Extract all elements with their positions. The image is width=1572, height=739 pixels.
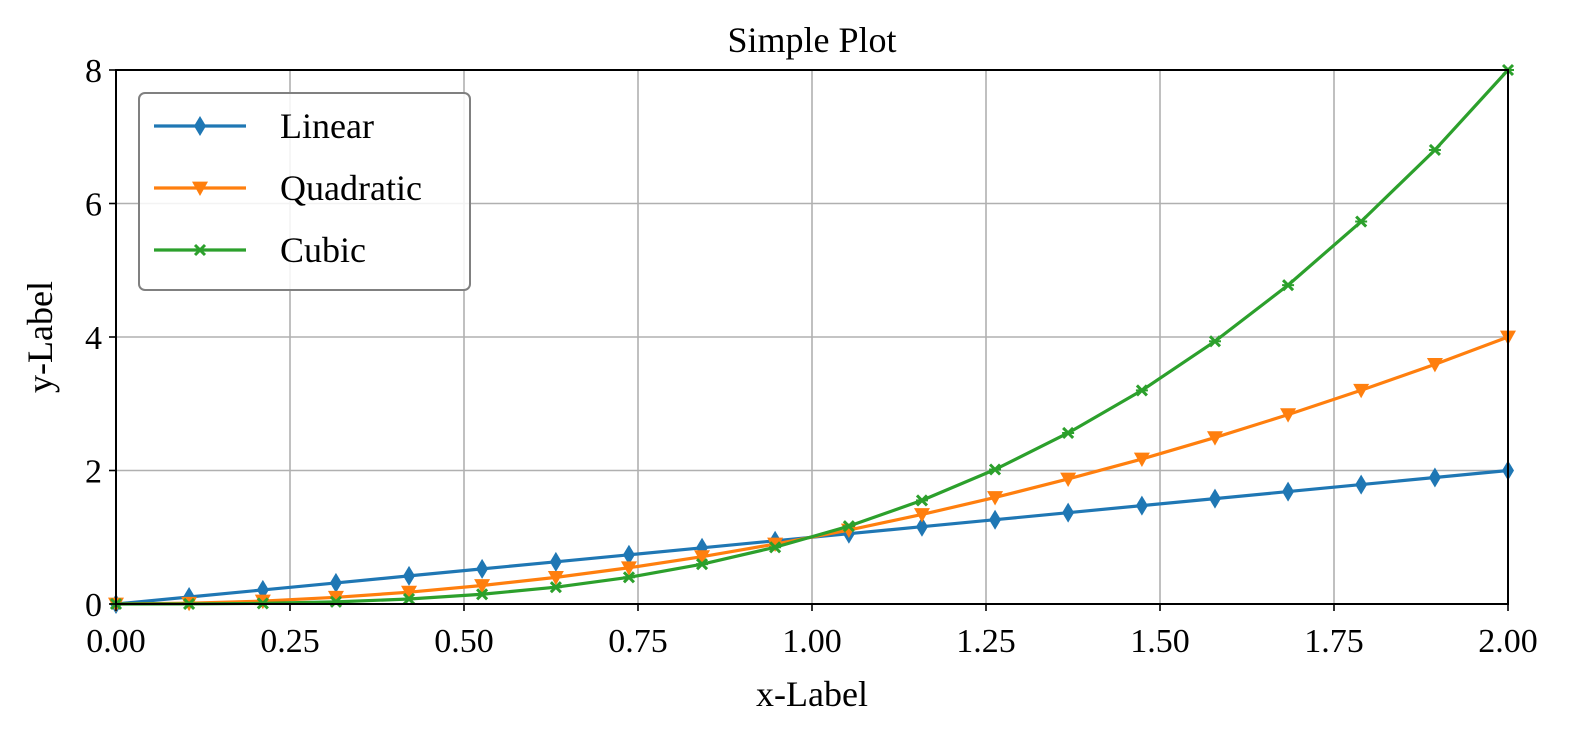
data-point-linear	[1282, 481, 1295, 502]
data-point-cubic	[549, 581, 562, 594]
data-point-cubic	[695, 558, 709, 571]
data-point-cubic	[329, 595, 342, 608]
legend-label: Linear	[280, 106, 374, 146]
data-point-quadratic	[913, 508, 930, 523]
data-point-cubic	[769, 541, 782, 554]
x-tick-label: 0.50	[434, 623, 494, 660]
x-tick-label: 0.75	[608, 623, 668, 660]
data-point-quadratic	[327, 590, 344, 606]
data-point-quadratic	[1060, 472, 1077, 487]
data-point-linear	[549, 551, 562, 572]
x-tick-label: 1.25	[956, 623, 1016, 660]
legend-marker	[192, 181, 208, 196]
data-point-linear	[329, 572, 342, 593]
data-point-cubic	[1282, 279, 1295, 292]
series-layer	[108, 63, 1516, 614]
legend-frame	[138, 92, 471, 291]
data-point-linear	[915, 516, 928, 537]
data-point-quadratic	[767, 537, 784, 553]
y-axis-label: y-Label	[20, 281, 60, 393]
data-point-quadratic	[1133, 452, 1150, 468]
legend-label: Cubic	[280, 230, 366, 270]
legend-entry-quadratic: Quadratic	[154, 168, 422, 208]
legend-entry-linear: Linear	[154, 106, 374, 146]
y-tick-label: 6	[85, 187, 102, 224]
x-tick-label: 1.50	[1130, 623, 1190, 660]
y-tick-label: 8	[85, 53, 102, 90]
data-point-cubic	[915, 494, 929, 507]
data-point-quadratic	[694, 550, 711, 565]
data-point-quadratic	[1280, 408, 1297, 423]
ticks: 0.00 0.25 0.50 0.75 1.00 1.25 1.50 1.75 2.00 0 2 4 6…	[85, 53, 1538, 660]
data-point-cubic	[1428, 143, 1441, 157]
data-point-linear	[1135, 495, 1148, 516]
x-tick-label: 1.75	[1304, 623, 1364, 660]
data-point-linear	[622, 544, 635, 565]
data-point-quadratic	[987, 491, 1004, 506]
y-tick-label: 2	[85, 454, 102, 491]
chart-title: Simple Plot	[727, 20, 896, 60]
data-point-linear	[1208, 488, 1221, 509]
x-tick-label: 0.00	[86, 623, 146, 660]
data-point-linear	[989, 509, 1002, 530]
data-point-quadratic	[1353, 383, 1370, 399]
y-tick-label: 0	[85, 587, 102, 624]
x-tick-label: 0.25	[260, 623, 320, 660]
data-point-linear	[1428, 467, 1441, 488]
data-point-quadratic	[474, 579, 491, 594]
data-point-linear	[1062, 502, 1075, 523]
x-axis-label: x-Label	[756, 674, 868, 714]
data-point-cubic	[476, 588, 489, 601]
legend-marker	[193, 243, 207, 257]
data-point-linear	[1355, 474, 1368, 495]
data-point-cubic	[988, 463, 1002, 476]
data-point-quadratic	[401, 585, 418, 601]
x-tick-label: 1.00	[782, 623, 842, 660]
data-point-quadratic	[1426, 357, 1443, 373]
data-point-cubic	[1355, 215, 1368, 228]
legend-marker	[194, 116, 206, 136]
data-point-cubic	[1062, 426, 1075, 440]
data-point-linear	[403, 565, 416, 586]
data-point-linear	[476, 558, 489, 579]
legend-label: Quadratic	[280, 168, 422, 208]
data-point-quadratic	[620, 561, 637, 576]
data-point-cubic	[842, 520, 855, 533]
series-line-cubic	[115, 68, 1510, 606]
data-point-cubic	[402, 592, 416, 606]
data-point-cubic	[1135, 384, 1148, 397]
data-point-cubic	[622, 571, 636, 584]
legend-entry-cubic: Cubic	[154, 230, 366, 270]
y-tick-label: 4	[85, 320, 102, 357]
data-point-quadratic	[1206, 431, 1223, 446]
legend: Linear Quadratic Cubic	[138, 92, 471, 291]
data-point-cubic	[1208, 335, 1222, 348]
data-point-quadratic	[547, 570, 564, 586]
x-tick-label: 2.00	[1478, 623, 1538, 660]
